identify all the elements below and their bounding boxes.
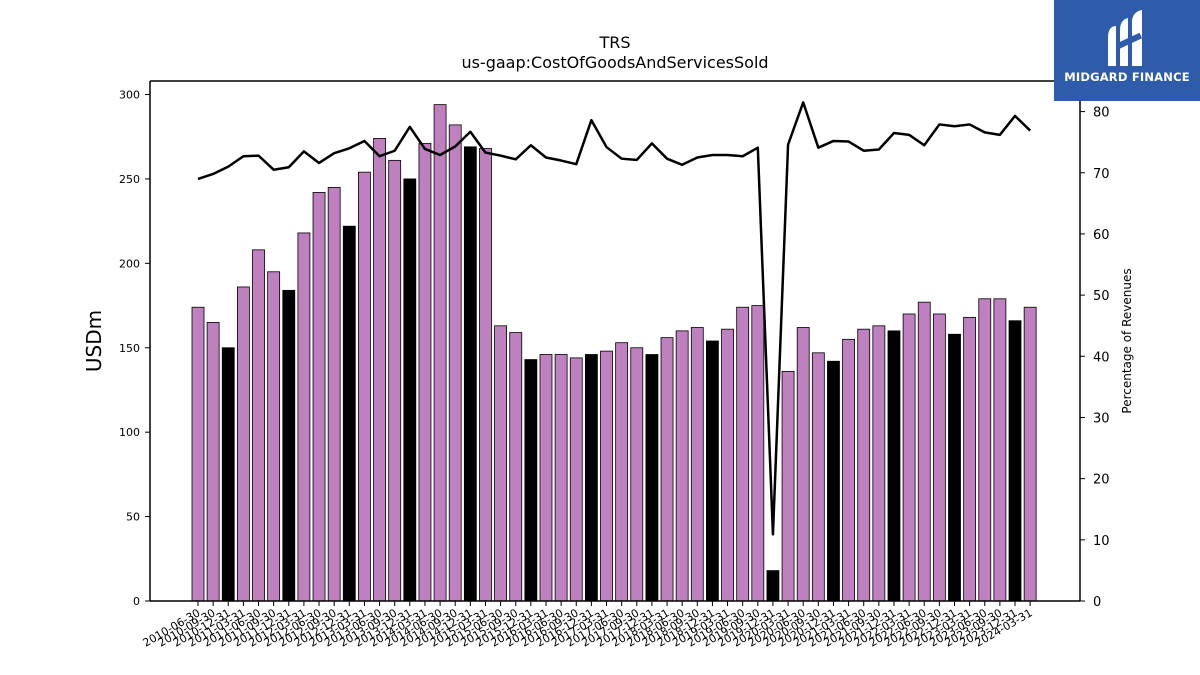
bar [327,186,341,602]
y2-tick-label: 10 [1093,534,1110,549]
bar [645,354,659,602]
bar [418,143,432,602]
bar [539,354,553,602]
bar [448,124,462,602]
bar [978,298,992,602]
y-tick-label: 300 [119,89,140,102]
bar [509,332,523,602]
y-tick-label: 200 [119,257,140,270]
bar [191,306,205,602]
percentage-line [197,101,1032,536]
bar [766,570,780,602]
y2-tick-label: 70 [1093,167,1110,182]
bar [252,249,265,602]
bar [236,286,250,602]
y2-tick-label: 20 [1093,473,1110,488]
bar [721,328,734,602]
midgard-m-icon [1108,10,1143,66]
bar [1023,306,1037,602]
bar-series [191,104,1037,602]
bar [569,357,583,602]
y2-tick-label: 0 [1093,595,1101,610]
left-axis-ticks: 0 50 100 150 200 250 300 [119,89,150,608]
bar [479,148,492,602]
bar [267,271,281,602]
bar [872,325,886,602]
bar [584,354,598,602]
bar [690,327,704,602]
bar [1008,320,1022,602]
y2-tick-label: 50 [1093,289,1110,304]
bar [282,289,296,602]
bar [706,340,719,602]
brand-name: MIDGARD FINANCE [1064,70,1190,84]
y-tick-label: 100 [119,426,140,439]
bar [993,298,1007,602]
chart-title: TRS [598,33,630,52]
y2-axis-label: Percentage of Revenues [1120,268,1134,413]
bar [660,337,674,602]
bar [630,347,644,602]
bar [963,316,977,602]
bar [615,342,629,602]
bar [600,350,613,602]
bar [373,137,386,602]
bar [948,333,961,602]
bar [342,225,356,602]
line-series [197,101,1032,536]
bar [403,178,417,602]
axes [149,80,1081,602]
bar [932,313,946,602]
y2-tick-label: 80 [1093,106,1110,121]
bar [221,347,235,602]
chart-subtitle: us-gaap:CostOfGoodsAndServicesSold [461,53,768,72]
bar [312,192,326,602]
y-tick-label: 0 [133,595,140,608]
bar [917,301,931,602]
y-axis-label: USDm [82,310,106,372]
y-tick-label: 50 [126,511,140,524]
bar [388,159,402,602]
bar [857,328,871,602]
bar [206,322,220,602]
bar [494,325,508,602]
bar [842,338,855,602]
y-tick-label: 250 [119,173,140,186]
y-tick-label: 150 [119,342,140,355]
bar [358,171,371,602]
bar [902,313,916,602]
bar [736,306,750,602]
bar [887,330,901,602]
bar [781,370,795,602]
brand-logo: MIDGARD FINANCE [1054,0,1200,101]
y2-tick-label: 30 [1093,411,1110,426]
bar [433,104,447,602]
bar [524,359,538,602]
bar [827,360,840,602]
bar [463,146,477,602]
bar [796,327,810,602]
y2-tick-label: 60 [1093,228,1110,243]
bar [554,354,568,602]
bar [297,232,311,602]
right-axis-ticks: 0 10 20 30 40 50 60 70 80 [1080,106,1110,610]
bar [751,305,765,602]
y2-tick-label: 40 [1093,350,1110,365]
x-axis-ticks: 2010-06-302010-09-302010-12-312011-03-31… [141,601,1035,650]
bar [811,352,825,602]
bar [675,330,689,602]
